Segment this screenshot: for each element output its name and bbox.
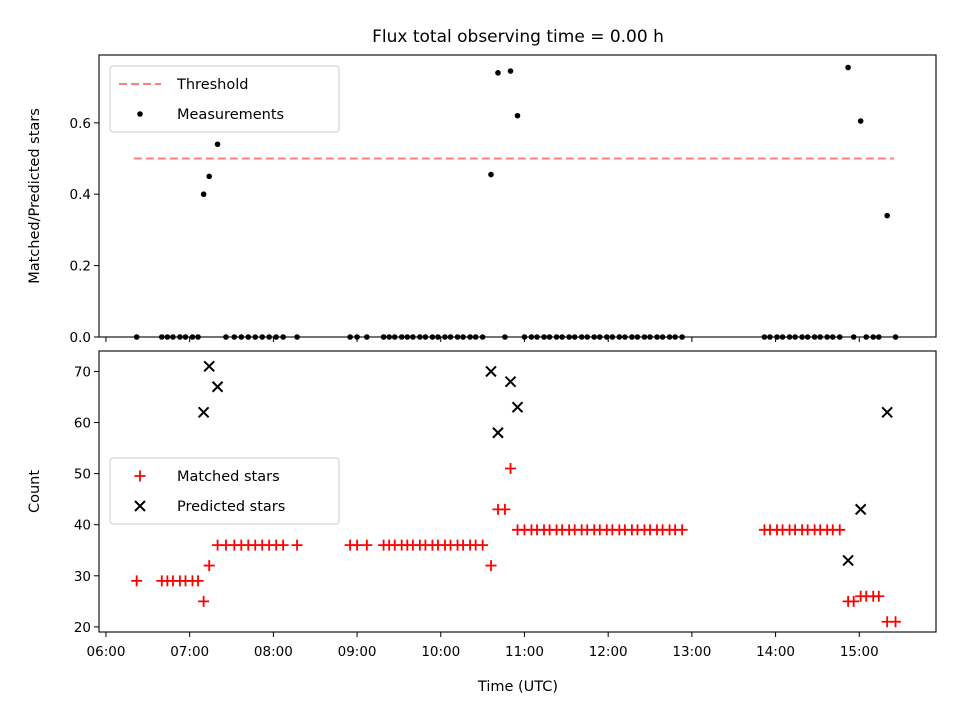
predicted-point	[485, 365, 497, 378]
data-point	[206, 173, 213, 180]
x-tick-label: 10:00	[421, 644, 460, 660]
y-tick-label: 30	[74, 569, 91, 585]
data-point	[200, 191, 207, 198]
plot-frame	[98, 54, 937, 338]
predicted-point	[211, 381, 224, 393]
predicted-point	[854, 503, 867, 516]
data-point	[507, 68, 514, 74]
predicted-point	[197, 406, 210, 419]
data-point	[514, 112, 521, 119]
matched-point	[203, 560, 215, 572]
data-point	[857, 118, 864, 124]
legend-x-swatch	[134, 500, 146, 512]
predicted-point	[492, 427, 504, 439]
matched-point	[198, 595, 210, 607]
predicted-point	[842, 554, 854, 567]
matched-point	[131, 575, 143, 587]
legend: Matched stars Predicted stars	[109, 457, 340, 525]
matched-point	[485, 560, 497, 572]
predicted-point	[504, 375, 517, 388]
x-tick-label: 06:00	[87, 644, 126, 660]
matched-point	[361, 539, 373, 551]
legend-box	[109, 457, 340, 525]
x-axis-label: Time (UTC)	[477, 679, 558, 695]
y-axis-label: Count	[27, 470, 43, 513]
x-tick-label: 07:00	[170, 644, 209, 660]
matched-point	[499, 503, 511, 515]
x-tick-label: 13:00	[672, 644, 711, 660]
matched-point	[505, 463, 517, 475]
y-tick-label: 50	[74, 467, 91, 483]
y-tick-label: 60	[74, 416, 91, 432]
legend-box	[109, 65, 340, 133]
y-tick-label: 70	[74, 364, 91, 380]
data-point	[845, 64, 851, 71]
data-point	[884, 212, 890, 219]
predicted-point	[203, 360, 215, 373]
count-plot: 20 30 40 50 60 70 06:00 07:00 08:00 09:00 10:00 11:…	[27, 350, 937, 660]
data-point	[488, 171, 494, 178]
legend-label: Matched stars	[177, 469, 280, 485]
matched-point	[291, 539, 303, 551]
x-tick-label: 11:00	[505, 644, 544, 660]
x-tick-label: 09:00	[338, 644, 377, 660]
y-tick-label: 40	[74, 518, 91, 534]
y-axis-label: Matched/Predicted stars	[27, 108, 43, 284]
legend-plus-swatch	[134, 470, 146, 482]
legend: Threshold Measurements	[109, 65, 340, 133]
y-tick-label: 0.6	[70, 116, 91, 132]
legend-label: Measurements	[177, 107, 284, 123]
data-point	[495, 70, 501, 76]
matched-point	[277, 539, 289, 551]
matched-point	[192, 575, 204, 587]
y-tick-label: 0.2	[70, 259, 91, 275]
x-tick-label: 14:00	[756, 644, 795, 660]
matched-point	[890, 616, 902, 628]
legend-label: Predicted stars	[177, 499, 285, 515]
matched-point	[848, 595, 860, 607]
chart-title: Flux total observing time = 0.00 h	[372, 27, 664, 47]
y-tick-label: 20	[74, 620, 91, 636]
data-point	[214, 141, 221, 148]
legend-label: Threshold	[176, 77, 248, 93]
matched-point	[676, 524, 688, 536]
plot-frame	[98, 350, 937, 633]
legend-dot-swatch	[137, 111, 143, 117]
y-tick-label: 0.4	[70, 187, 91, 203]
predicted-point	[881, 406, 893, 419]
x-tick-label: 08:00	[254, 644, 293, 660]
predicted-point	[511, 401, 524, 413]
matched-point	[873, 590, 885, 602]
x-tick-label: 15:00	[840, 644, 879, 660]
matched-point	[477, 539, 489, 551]
matched-point	[834, 524, 846, 536]
x-tick-label: 12:00	[589, 644, 628, 660]
ratio-plot: 0.0 0.2 0.4 0.6 Matched/Predicted stars Thres…	[27, 54, 937, 346]
matched-point	[351, 539, 363, 551]
y-tick-label: 0.0	[70, 330, 91, 346]
